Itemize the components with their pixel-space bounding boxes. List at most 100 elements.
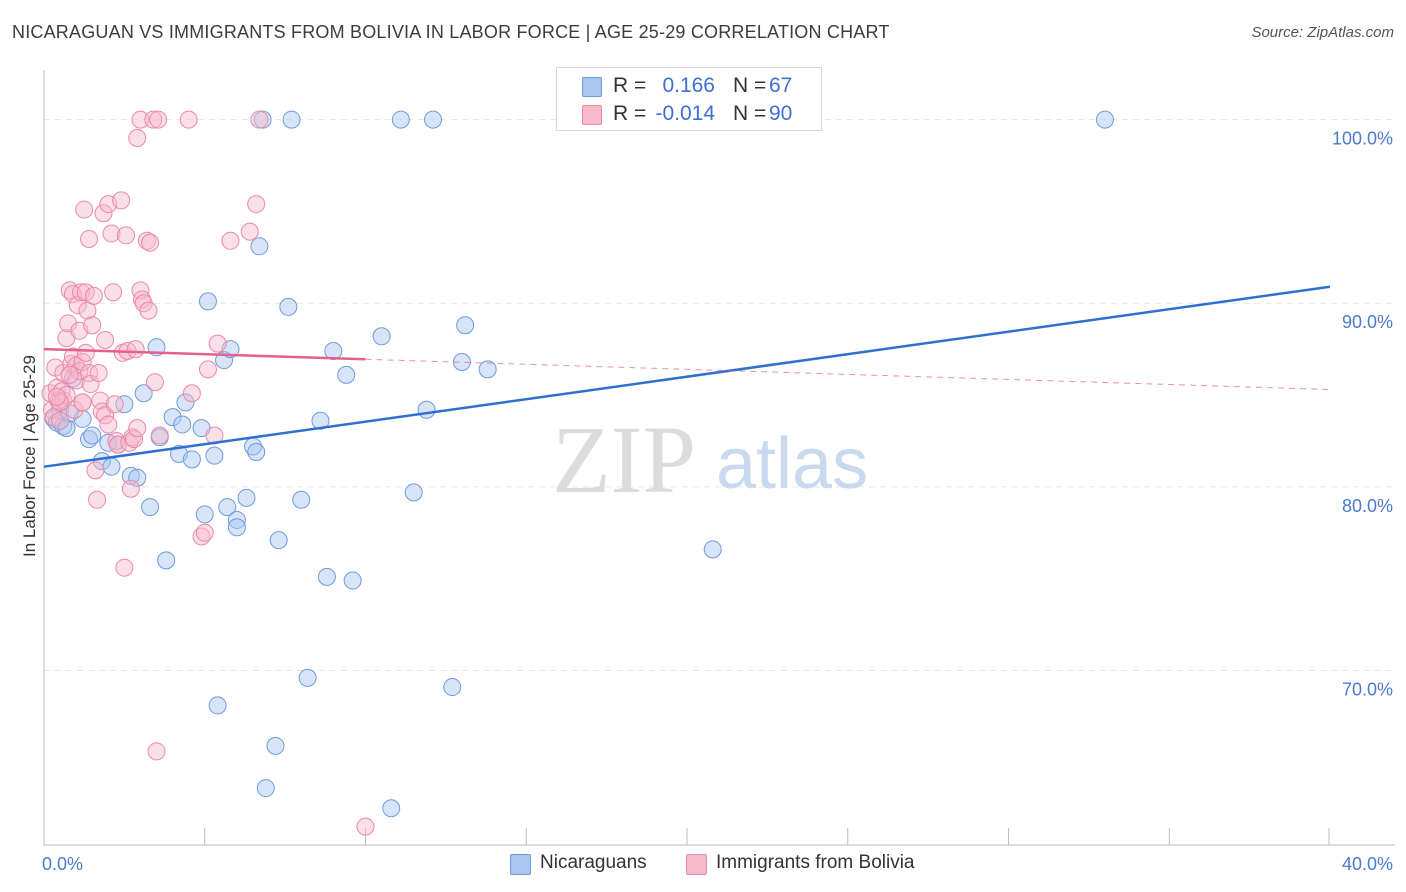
data-point — [84, 286, 103, 305]
data-point — [59, 314, 78, 333]
data-point — [102, 457, 121, 476]
data-point — [173, 415, 192, 434]
data-point — [141, 233, 160, 252]
gridlines — [44, 119, 1395, 672]
data-point — [86, 461, 105, 480]
data-point — [96, 330, 115, 349]
data-point — [144, 110, 163, 129]
data-point — [131, 110, 150, 129]
data-point — [250, 237, 269, 256]
data-point — [83, 316, 102, 335]
data-point — [356, 817, 375, 836]
data-point — [126, 340, 145, 359]
chart-title: NICARAGUAN VS IMMIGRANTS FROM BOLIVIA IN… — [12, 22, 890, 42]
data-point — [237, 488, 256, 507]
legend-n-label: N = — [733, 74, 767, 97]
data-points — [41, 110, 1114, 836]
data-point — [57, 419, 76, 438]
data-point — [269, 531, 288, 550]
data-point — [105, 395, 124, 414]
data-point — [89, 364, 108, 383]
data-point — [149, 110, 168, 129]
data-point — [116, 226, 135, 245]
data-point — [311, 411, 330, 430]
legend-swatch-pink — [582, 105, 602, 125]
data-point — [391, 110, 410, 129]
data-point — [120, 433, 139, 452]
legend-r-value: 0.166 — [662, 74, 715, 97]
legend-n-value: 90 — [769, 102, 793, 125]
data-point — [47, 387, 66, 406]
data-point — [240, 222, 259, 241]
legend-swatch-blue — [582, 77, 602, 97]
legend-label: Nicaraguans — [540, 852, 647, 873]
data-point — [382, 799, 401, 818]
data-point — [80, 430, 99, 449]
data-point — [83, 426, 102, 445]
legend-n-label: N = — [733, 102, 767, 125]
legend-r-value: -0.014 — [655, 102, 715, 125]
legend-row-bolivia: R = -0.014 N = 90 — [557, 100, 821, 128]
data-point — [88, 490, 107, 509]
data-point — [703, 540, 722, 559]
data-point — [372, 327, 391, 346]
data-point — [150, 426, 169, 445]
legend-n-value: 67 — [769, 74, 793, 97]
data-point — [250, 110, 269, 129]
data-point — [128, 128, 147, 147]
data-point — [317, 567, 336, 586]
data-point — [208, 696, 227, 715]
data-point — [182, 450, 201, 469]
data-point — [94, 204, 113, 223]
data-point — [247, 195, 266, 214]
data-point — [115, 558, 134, 577]
data-point — [157, 551, 176, 570]
trend-lines — [43, 285, 1331, 468]
y-tick-label: 100.0% — [1332, 129, 1393, 149]
trend-line-nicaraguans — [43, 285, 1331, 468]
legend-swatch-pink — [686, 854, 707, 875]
data-point — [182, 384, 201, 403]
data-point — [121, 479, 140, 498]
data-point — [108, 435, 127, 454]
data-point — [208, 334, 227, 353]
data-point — [227, 518, 246, 537]
data-point — [73, 393, 92, 412]
watermark-atlas: atlas — [716, 424, 868, 504]
data-point — [343, 571, 362, 590]
data-point — [104, 283, 123, 302]
data-point — [452, 353, 471, 372]
data-point — [176, 393, 195, 412]
data-point — [51, 393, 70, 412]
data-point — [75, 200, 94, 219]
data-point — [60, 365, 79, 384]
watermark: ZIP atlas — [552, 406, 868, 513]
data-point — [247, 442, 266, 461]
axes — [43, 70, 1395, 846]
data-point — [141, 498, 160, 517]
y-tick-label: 90.0% — [1342, 312, 1393, 332]
series-legend: Nicaraguans Immigrants from Bolivia — [0, 852, 1406, 878]
data-point — [99, 415, 118, 434]
data-point — [195, 505, 214, 524]
data-point — [128, 419, 147, 438]
trend-line-bolivia-extension — [365, 358, 1331, 391]
x-tick-labels: 0.0% 40.0% — [42, 854, 1393, 874]
legend-r-label: R = — [613, 102, 647, 125]
data-point — [76, 343, 95, 362]
source-label: Source: ZipAtlas.com — [1251, 24, 1394, 41]
trend-line-bolivia — [43, 347, 366, 361]
series-bolivia — [41, 110, 375, 836]
data-point — [115, 395, 134, 414]
data-point — [282, 110, 301, 129]
data-point — [121, 466, 140, 485]
data-point — [147, 742, 166, 761]
data-point — [424, 110, 443, 129]
data-point — [163, 408, 182, 427]
watermark-zip: ZIP — [552, 406, 696, 513]
data-point — [112, 191, 131, 210]
data-point — [195, 523, 214, 542]
data-point — [456, 316, 475, 335]
data-point — [198, 360, 217, 379]
